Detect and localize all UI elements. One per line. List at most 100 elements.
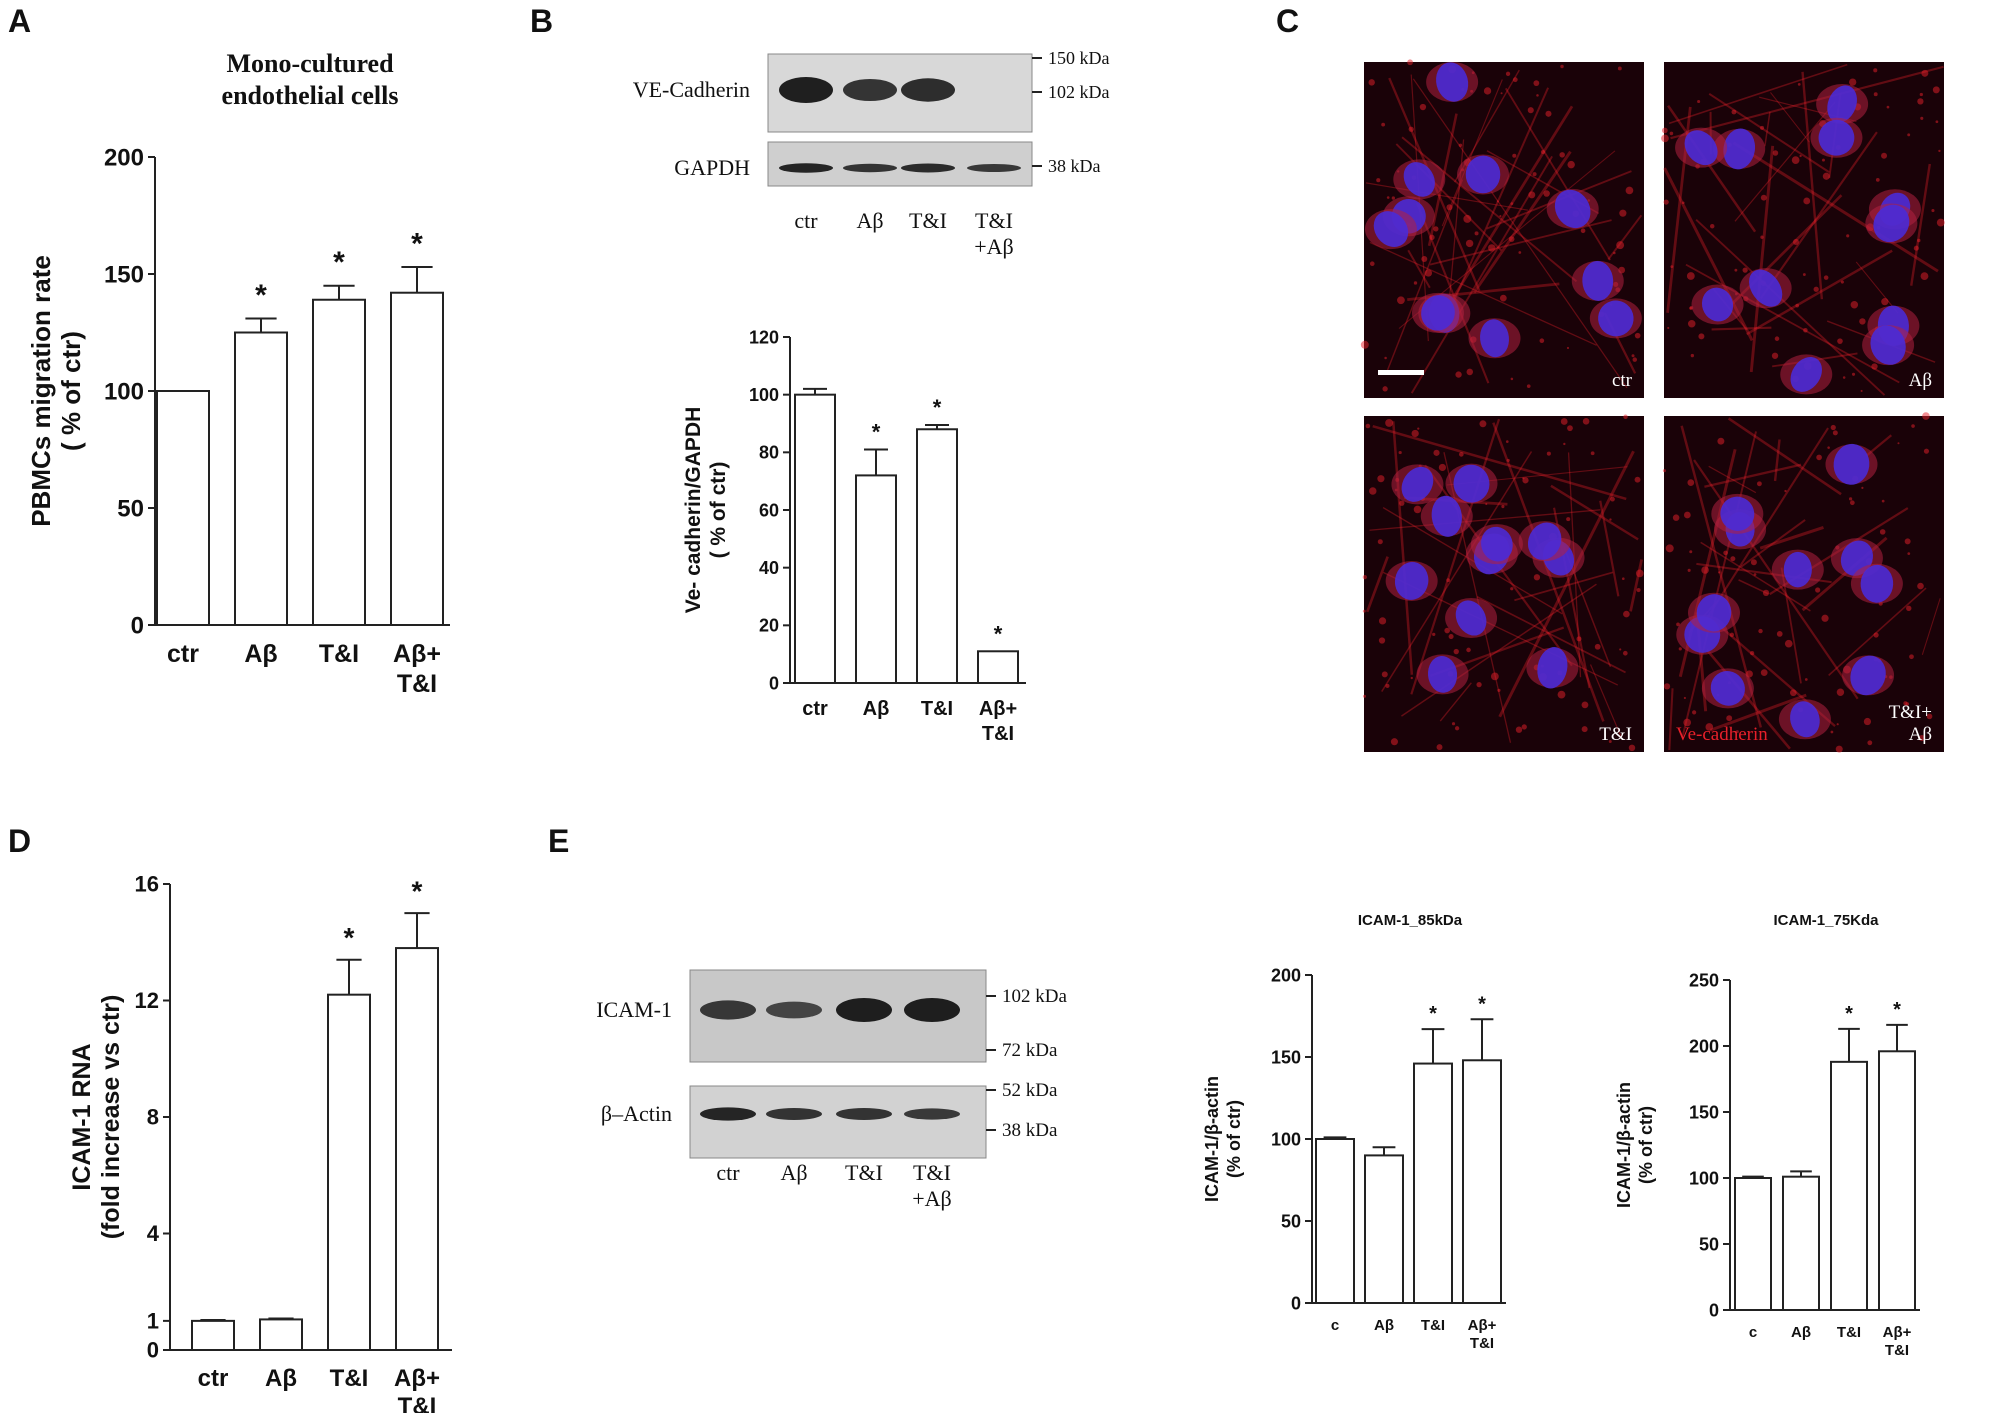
category-label: c xyxy=(1331,1317,1339,1334)
cadherin-puncta xyxy=(1413,281,1418,285)
cadherin-puncta xyxy=(1382,386,1388,392)
cadherin-puncta xyxy=(1886,105,1890,109)
cadherin-puncta xyxy=(1446,578,1451,583)
y-tick-label: 150 xyxy=(104,261,144,288)
cadherin-puncta xyxy=(1758,628,1763,634)
significance-star: * xyxy=(1478,993,1486,1015)
cadherin-puncta xyxy=(1617,66,1622,71)
nucleus xyxy=(1527,522,1562,560)
cadherin-puncta xyxy=(1580,228,1586,234)
cadherin-puncta xyxy=(1490,672,1499,681)
nucleus xyxy=(1403,162,1435,197)
nucleus xyxy=(1436,62,1469,102)
cadherin-puncta xyxy=(1458,452,1464,457)
cell-filament xyxy=(1704,463,1802,488)
cadherin-puncta xyxy=(1903,701,1908,706)
nucleus xyxy=(1537,647,1568,689)
blot-strip xyxy=(689,1085,987,1159)
category-label: Aβ+ T&I xyxy=(1468,1317,1497,1352)
cadherin-puncta xyxy=(1566,517,1571,522)
y-tick-label: 0 xyxy=(131,612,144,639)
cadherin-puncta xyxy=(1922,412,1930,420)
lane-label: T&I xyxy=(845,1160,883,1185)
cadherin-puncta xyxy=(1881,499,1885,503)
cadherin-puncta xyxy=(1906,605,1912,612)
blot-band xyxy=(836,998,892,1022)
bar xyxy=(1782,1175,1820,1312)
category-label: Aβ xyxy=(863,698,890,720)
cadherin-puncta xyxy=(1873,92,1878,97)
y-tick-label: 150 xyxy=(1689,1102,1719,1122)
cell-filament xyxy=(1685,263,1900,384)
cadherin-puncta xyxy=(1455,371,1462,378)
cadherin-puncta xyxy=(1784,489,1787,493)
significance-star: * xyxy=(1893,999,1901,1021)
blot-row-label: β–Actin xyxy=(601,1101,672,1126)
cadherin-puncta xyxy=(1760,194,1767,201)
cadherin-puncta xyxy=(1760,669,1768,676)
cell-filament xyxy=(1498,450,1635,718)
y-tick-label: 100 xyxy=(1271,1129,1301,1149)
cell-filament xyxy=(1749,145,1775,373)
panel-letter-b: B xyxy=(530,3,553,39)
cadherin-puncta xyxy=(1527,107,1534,114)
cadherin-puncta xyxy=(1526,384,1531,388)
cell-filament xyxy=(1438,105,1574,321)
bar xyxy=(259,1318,303,1351)
y-tick-label: 200 xyxy=(1689,1036,1719,1056)
nucleus xyxy=(1696,594,1732,632)
cadherin-puncta xyxy=(1687,319,1696,328)
cadherin-puncta xyxy=(1771,352,1779,359)
cadherin-puncta xyxy=(1499,215,1502,218)
cadherin-puncta xyxy=(1932,86,1940,94)
y-tick-label: 8 xyxy=(147,1105,159,1130)
cadherin-puncta xyxy=(1385,683,1390,688)
significance-star: * xyxy=(412,876,423,907)
cadherin-puncta xyxy=(1453,648,1459,655)
cadherin-puncta xyxy=(1378,617,1387,625)
cadherin-puncta xyxy=(1613,251,1616,255)
y-axis-label: ICAM-1/β-actin (% of ctr) xyxy=(1614,1082,1656,1208)
cadherin-puncta xyxy=(1830,424,1836,431)
cadherin-puncta xyxy=(1821,158,1825,162)
cadherin-puncta xyxy=(1522,477,1525,480)
cadherin-puncta xyxy=(1909,654,1914,660)
nucleus xyxy=(1860,564,1894,603)
cadherin-puncta xyxy=(1917,582,1924,590)
cadherin-puncta xyxy=(1772,150,1779,156)
nucleus xyxy=(1723,128,1756,170)
lane-label: T&I +Aβ xyxy=(974,208,1014,259)
cell-filament xyxy=(1589,664,1623,738)
cadherin-puncta xyxy=(1842,376,1846,379)
cadherin-puncta xyxy=(1560,418,1568,425)
western-blot-b: VE-Cadherin 150 kDa 102 kDa GAPDH 38 kDa ctr A… xyxy=(633,48,1110,259)
bar xyxy=(1734,1177,1772,1311)
blot-band xyxy=(700,1107,756,1121)
significance-star: * xyxy=(411,227,423,260)
cell-filament xyxy=(1732,141,1939,273)
blot-band xyxy=(700,1000,756,1020)
cadherin-puncta xyxy=(1698,333,1705,340)
cadherin-puncta xyxy=(1636,587,1641,593)
bar xyxy=(1315,1138,1355,1304)
blot-band xyxy=(901,78,955,102)
category-label: T&I xyxy=(330,1365,369,1392)
cadherin-puncta xyxy=(1867,740,1873,746)
cadherin-puncta xyxy=(1410,676,1413,680)
marker-label: 102 kDa xyxy=(1048,82,1110,102)
cadherin-puncta xyxy=(1362,575,1367,580)
category-label: T&I xyxy=(921,698,953,720)
cadherin-puncta xyxy=(1505,71,1511,76)
nucleus xyxy=(1582,260,1614,301)
cell-filament xyxy=(1365,182,1529,211)
cadherin-puncta xyxy=(1840,280,1844,284)
nucleus xyxy=(1421,295,1455,331)
cadherin-puncta xyxy=(1663,199,1669,205)
bar xyxy=(156,390,210,626)
cell-filament xyxy=(1759,131,1878,300)
cadherin-puncta xyxy=(1897,442,1900,445)
y-tick-label: 0 xyxy=(147,1338,159,1363)
blot-row-label: GAPDH xyxy=(674,155,750,180)
chart-e2: ICAM-1_75Kda 0 50 100 150 200 250 ICAM-1/β-acti… xyxy=(1614,912,1920,1359)
bar xyxy=(1462,1059,1502,1305)
